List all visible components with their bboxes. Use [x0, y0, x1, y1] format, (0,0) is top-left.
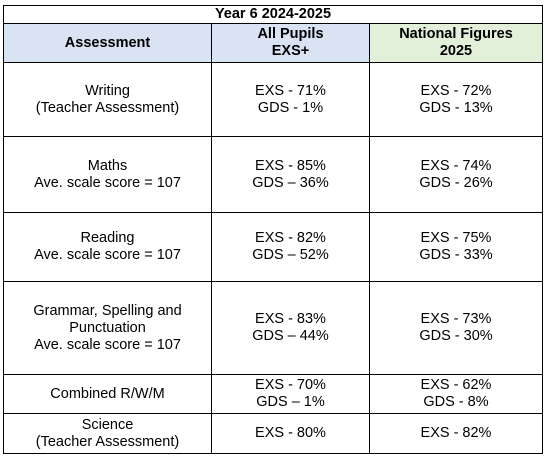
header-assessment-line-1: Assessment — [64, 34, 151, 51]
header-row: Assessment All Pupils EXS+ National Figu… — [3, 23, 543, 63]
table-row: Maths Ave. scale score = 107 EXS - 85% GDS … — [3, 136, 543, 213]
table-row: Grammar, Spelling and Punctuation Ave. sca… — [3, 281, 543, 375]
national-cell: EXS - 82% — [369, 413, 543, 454]
table-body: Writing (Teacher Assessment) EXS - 71% GDS … — [3, 62, 543, 454]
table-row: Reading Ave. scale score = 107 EXS - 82% GD… — [3, 212, 543, 282]
national-cell-line: GDS - 8% — [423, 394, 489, 410]
header-national-line-2: 2025 — [439, 43, 473, 59]
pupils-cell-line: GDS - 1% — [257, 99, 324, 116]
assessment-cell: Combined R/W/M — [3, 374, 212, 414]
pupils-cell: EXS - 70% GDS – 1% — [211, 374, 370, 414]
assessment-cell-line: Punctuation — [69, 319, 146, 336]
header-all-pupils: All Pupils EXS+ — [211, 23, 370, 63]
assessment-cell-line: (Teacher Assessment) — [35, 433, 180, 450]
header-national-line-1: National Figures — [399, 26, 513, 42]
assessment-cell-line: (Teacher Assessment) — [35, 99, 180, 116]
pupils-cell-line: EXS - 80% — [255, 425, 326, 441]
pupils-cell-line: EXS - 70% — [255, 377, 326, 393]
assessment-cell: Reading Ave. scale score = 107 — [3, 212, 212, 282]
assessment-cell-line: Reading — [80, 230, 135, 246]
table-row: Writing (Teacher Assessment) EXS - 71% GDS … — [3, 62, 543, 137]
title-row: Year 6 2024-2025 — [3, 5, 543, 24]
header-assessment: Assessment — [3, 23, 212, 63]
assessment-cell-line: Grammar, Spelling and — [33, 302, 182, 319]
national-cell-line: EXS - 72% — [420, 82, 492, 99]
assessment-cell-line: Ave. scale score = 107 — [34, 174, 181, 191]
assessment-cell-line: Maths — [87, 157, 128, 174]
pupils-cell-line: EXS - 82% — [255, 230, 326, 246]
table-row: Combined R/W/M EXS - 70% GDS – 1% EXS - 62%… — [3, 374, 543, 414]
national-cell-line: GDS - 33% — [419, 247, 493, 263]
pupils-cell: EXS - 71% GDS - 1% — [211, 62, 370, 137]
pupils-cell-line: EXS - 83% — [255, 311, 326, 327]
national-cell: EXS - 74% GDS - 26% — [369, 136, 543, 213]
pupils-cell-line: EXS - 71% — [255, 82, 326, 99]
national-cell-line: EXS - 62% — [420, 377, 492, 393]
pupils-cell: EXS - 80% — [211, 413, 370, 454]
national-cell-line: EXS - 74% — [420, 157, 492, 174]
assessment-cell-line: Combined R/W/M — [50, 385, 165, 402]
national-cell-line: GDS - 26% — [419, 174, 493, 191]
assessment-cell: Writing (Teacher Assessment) — [3, 62, 212, 137]
pupils-cell-line: GDS – 52% — [252, 247, 329, 263]
table-title: Year 6 2024-2025 — [3, 5, 543, 24]
pupils-cell: EXS - 82% GDS – 52% — [211, 212, 370, 282]
pupils-cell: EXS - 83% GDS – 44% — [211, 281, 370, 375]
national-cell-line: GDS - 30% — [419, 328, 493, 344]
header-all-pupils-line-2: EXS+ — [271, 43, 310, 59]
assessment-cell: Maths Ave. scale score = 107 — [3, 136, 212, 213]
pupils-cell-line: GDS – 1% — [256, 394, 325, 410]
national-cell-line: EXS - 82% — [420, 425, 492, 441]
assessment-cell: Grammar, Spelling and Punctuation Ave. sca… — [3, 281, 212, 375]
header-national-figures: National Figures 2025 — [369, 23, 543, 63]
national-cell-line: GDS - 13% — [419, 99, 493, 116]
national-cell-line: EXS - 73% — [420, 311, 492, 327]
national-cell: EXS - 72% GDS - 13% — [369, 62, 543, 137]
assessment-cell-line: Ave. scale score = 107 — [34, 336, 181, 353]
national-cell-line: EXS - 75% — [420, 230, 492, 246]
pupils-cell-line: GDS – 44% — [252, 328, 329, 344]
results-table: Year 6 2024-2025 Assessment All Pupils E… — [3, 5, 543, 454]
national-cell: EXS - 73% GDS - 30% — [369, 281, 543, 375]
assessment-cell-line: Writing — [85, 82, 130, 99]
national-cell: EXS - 62% GDS - 8% — [369, 374, 543, 414]
national-cell: EXS - 75% GDS - 33% — [369, 212, 543, 282]
assessment-cell-line: Ave. scale score = 107 — [34, 247, 181, 263]
table-row: Science (Teacher Assessment) EXS - 80% EXS … — [3, 413, 543, 454]
header-all-pupils-line-1: All Pupils — [257, 26, 324, 42]
pupils-cell-line: EXS - 85% — [255, 157, 326, 174]
assessment-cell-line: Science — [81, 416, 134, 433]
assessment-cell: Science (Teacher Assessment) — [3, 413, 212, 454]
pupils-cell-line: GDS – 36% — [252, 174, 329, 191]
pupils-cell: EXS - 85% GDS – 36% — [211, 136, 370, 213]
